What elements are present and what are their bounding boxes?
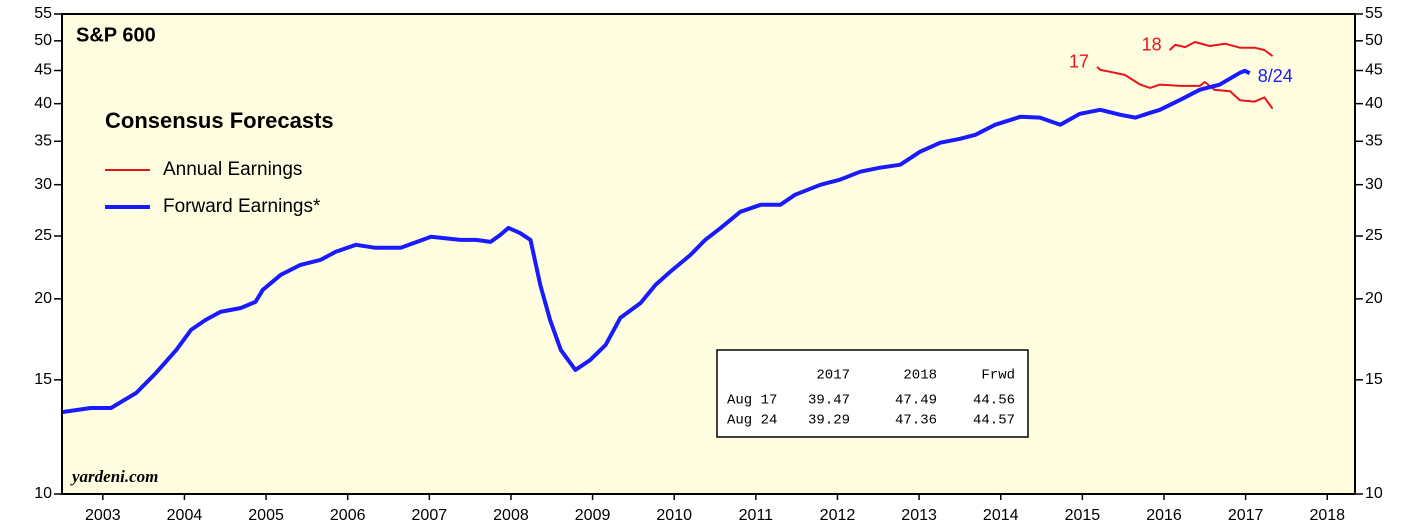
x-tick-label: 2011 <box>739 507 774 524</box>
x-tick-label: 2010 <box>656 507 692 524</box>
y-tick-label: 25 <box>34 227 52 244</box>
x-tick-label: 2012 <box>820 507 856 524</box>
x-tick-label: 2006 <box>330 507 366 524</box>
x-tick-label: 2005 <box>248 507 284 524</box>
table-cell: 39.29 <box>808 413 850 429</box>
y2-tick-label: 50 <box>1365 32 1383 49</box>
table-header: 2017 <box>816 368 850 384</box>
table-cell: 47.49 <box>895 393 937 409</box>
chart-title: S&P 600 <box>76 24 156 46</box>
table-row-label: Aug 17 <box>727 393 777 409</box>
y2-tick-label: 35 <box>1365 132 1383 149</box>
x-tick-label: 2008 <box>493 507 529 524</box>
y2-tick-label: 30 <box>1365 176 1383 193</box>
x-tick-label: 2016 <box>1146 507 1182 524</box>
y-tick-label: 50 <box>34 32 52 49</box>
table-box <box>716 349 1029 438</box>
table-header: Frwd <box>981 368 1015 384</box>
x-tick-label: 2013 <box>901 507 937 524</box>
series-label: 17 <box>1069 52 1089 72</box>
y2-tick-label: 55 <box>1365 5 1383 22</box>
legend-label: Forward Earnings* <box>163 196 321 217</box>
y2-tick-label: 15 <box>1365 371 1383 388</box>
x-tick-label: 2014 <box>983 507 1019 524</box>
series-line <box>1096 66 1274 110</box>
source: yardeni.com <box>70 467 158 486</box>
summary-table: 2017 2018 Frwd Aug 17 39.47 47.49 44.56 Aug 24 3… <box>716 349 1029 438</box>
x-tick-label: 2004 <box>167 507 203 524</box>
legend-label: Annual Earnings <box>163 159 302 180</box>
y2-tick-label: 25 <box>1365 227 1383 244</box>
table-header: 2018 <box>903 368 937 384</box>
series-label: 8/24 <box>1258 66 1293 86</box>
y2-tick-label: 40 <box>1365 95 1383 112</box>
y2-tick-label: 10 <box>1365 485 1383 502</box>
y-tick-label: 45 <box>34 62 52 79</box>
table-cell: 39.47 <box>808 393 850 409</box>
y2-tick-label: 20 <box>1365 290 1383 307</box>
chart-subtitle: Consensus Forecasts <box>105 108 334 133</box>
table-cell: 47.36 <box>895 413 937 429</box>
x-tick-label: 2015 <box>1065 507 1101 524</box>
y-tick-label: 30 <box>34 176 52 193</box>
series-line <box>1169 41 1274 57</box>
table-cell: 44.57 <box>973 413 1015 429</box>
y-tick-label: 35 <box>34 132 52 149</box>
y2-tick-label: 45 <box>1365 62 1383 79</box>
y-tick-label: 10 <box>34 485 52 502</box>
y-tick-label: 15 <box>34 371 52 388</box>
y-tick-label: 55 <box>34 5 52 22</box>
series-label: 18 <box>1142 35 1162 55</box>
table-cell: 44.56 <box>973 393 1015 409</box>
plot-area <box>61 13 1356 495</box>
x-tick-label: 2007 <box>412 507 448 524</box>
x-tick-label: 2018 <box>1309 507 1345 524</box>
y-tick-label: 20 <box>34 290 52 307</box>
x-tick-label: 2017 <box>1228 507 1264 524</box>
x-tick-label: 2009 <box>575 507 611 524</box>
y-tick-label: 40 <box>34 95 52 112</box>
table-row-label: Aug 24 <box>727 413 777 429</box>
x-tick-label: 2003 <box>85 507 121 524</box>
series-line <box>62 68 1251 414</box>
